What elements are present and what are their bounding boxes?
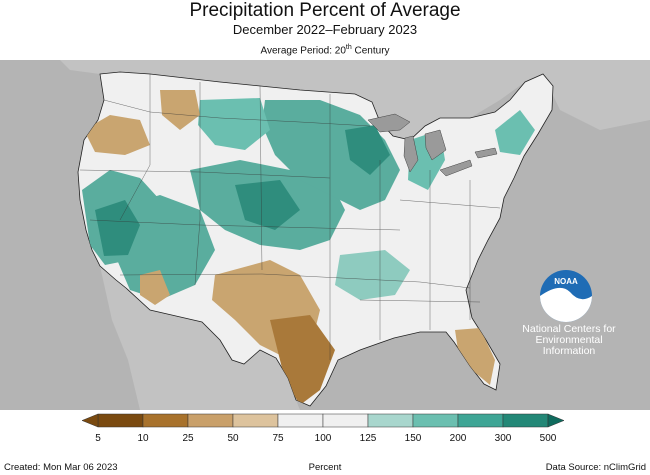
lake-huron <box>424 129 447 161</box>
precipitation-map: NOAA <box>0 60 650 410</box>
dry-region-florida <box>455 328 495 385</box>
period-prefix: Average Period: 20 <box>260 45 346 57</box>
ncei-caption-line3: Information <box>542 345 596 357</box>
legend-label: 125 <box>360 433 377 444</box>
wet-region-ozarks <box>335 250 410 300</box>
legend-label: 500 <box>540 433 557 444</box>
lake-michigan <box>403 135 419 173</box>
dry-region-idaho <box>160 90 200 130</box>
average-period: Average Period: 20th Century <box>0 42 650 57</box>
dry-region-arizona <box>140 270 170 305</box>
map-title: Precipitation Percent of Average <box>189 0 461 21</box>
very-wet-minnesota <box>345 125 390 175</box>
mexico-land <box>100 266 300 410</box>
precip-anomaly-fill <box>82 90 535 405</box>
wet-region-montana <box>198 98 270 150</box>
legend-arrow-right <box>547 413 565 428</box>
legend-label: 300 <box>495 433 512 444</box>
ncei-caption-line2: Environmental <box>535 334 603 346</box>
legend-label: 10 <box>137 433 149 444</box>
data-source: Data Source: nClimGrid <box>545 462 646 473</box>
dry-region-northwest <box>84 115 150 155</box>
color-legend: 5 10 25 50 75 100 125 150 200 300 500 <box>81 413 565 444</box>
legend-swatch <box>502 413 549 428</box>
legend-label: 75 <box>272 433 284 444</box>
great-lakes <box>367 113 498 177</box>
legend-arrow-left <box>81 413 99 428</box>
very-wet-colorado <box>235 180 300 230</box>
legend-swatch <box>142 413 189 428</box>
state-boundaries <box>79 74 501 360</box>
legend-label: 200 <box>450 433 467 444</box>
very-dry-region-texas <box>270 315 335 405</box>
ncei-caption: National Centers for Environmental Infor… <box>514 324 624 357</box>
legend-swatch <box>457 413 504 428</box>
noaa-logo-wave <box>540 287 592 322</box>
lake-erie <box>439 159 473 177</box>
ncei-caption-line1: National Centers for <box>522 323 616 335</box>
legend-label: 100 <box>315 433 332 444</box>
noaa-logo-letters: NOAA <box>554 277 578 286</box>
map-subtitle: December 2022–February 2023 <box>232 22 418 37</box>
legend-label: 25 <box>182 433 194 444</box>
noaa-logo: NOAA <box>540 270 592 322</box>
legend-swatch <box>277 413 324 428</box>
wet-region-new-england <box>495 110 535 155</box>
legend-swatch <box>412 413 459 428</box>
canada-land <box>60 60 650 140</box>
legend-swatch <box>232 413 279 428</box>
lake-superior <box>367 113 411 133</box>
legend-swatch <box>322 413 369 428</box>
legend-label: 150 <box>405 433 422 444</box>
created-date: Created: Mon Mar 06 2023 <box>4 462 118 473</box>
lake-ontario <box>474 147 498 159</box>
legend-label: 5 <box>95 433 101 444</box>
legend-swatch <box>97 413 144 428</box>
legend-swatch <box>187 413 234 428</box>
period-suffix: Century <box>351 45 390 57</box>
legend-unit: Percent <box>308 462 342 473</box>
very-wet-sierra <box>95 200 140 256</box>
period-sup: th <box>345 44 352 51</box>
legend-label: 50 <box>227 433 239 444</box>
legend-swatch <box>367 413 414 428</box>
